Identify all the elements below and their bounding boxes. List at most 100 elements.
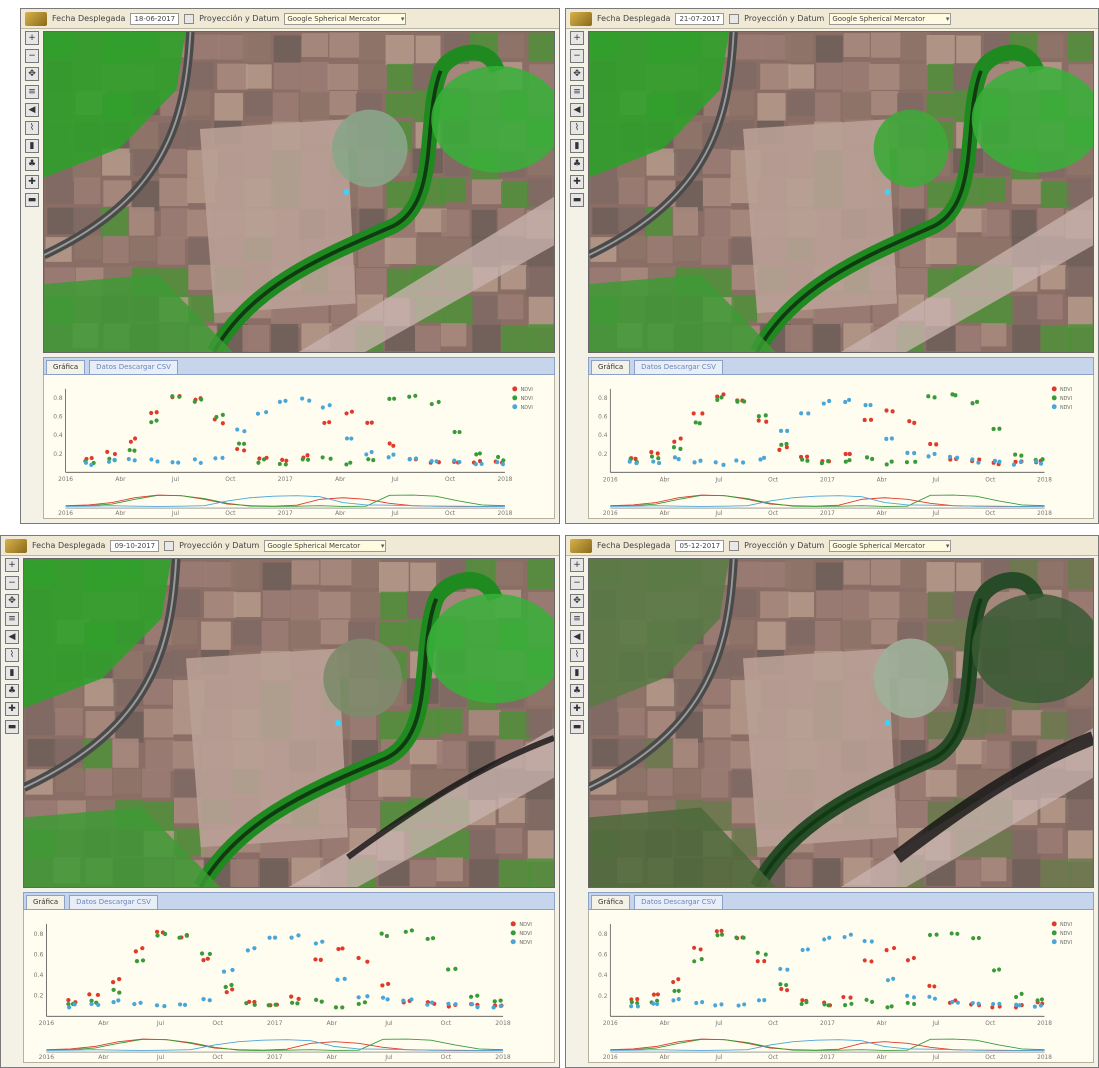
highway-lane xyxy=(44,32,192,256)
vegetation-icon[interactable]: ♣ xyxy=(25,157,39,171)
calendar-icon[interactable] xyxy=(729,13,740,24)
date-field[interactable]: 18-06-2017 xyxy=(130,12,180,25)
pan-icon[interactable]: ✥ xyxy=(570,67,584,81)
layers-icon[interactable]: ≡ xyxy=(570,85,584,99)
ndvi-point xyxy=(333,1005,339,1010)
ndvi-point xyxy=(387,441,392,446)
layers-icon[interactable]: ≡ xyxy=(570,612,584,626)
field-parcel xyxy=(472,324,501,352)
chart-tool-icon[interactable]: ▮ xyxy=(570,666,584,680)
field-parcel xyxy=(1068,324,1093,352)
export-icon[interactable]: ▬ xyxy=(570,720,584,734)
field-parcel xyxy=(788,64,815,89)
select-point-icon[interactable]: ✚ xyxy=(25,175,39,189)
ndvi-point xyxy=(379,931,384,936)
satellite-map[interactable] xyxy=(588,558,1094,888)
measure-icon[interactable]: ⌇ xyxy=(25,121,39,135)
sample-point-marker[interactable] xyxy=(884,720,891,726)
tab-chart[interactable]: Gráfica xyxy=(46,360,86,374)
measure-icon[interactable]: ⌇ xyxy=(570,121,584,135)
zoom-out-icon[interactable]: − xyxy=(5,576,19,590)
x-tick-label: 2018 xyxy=(1037,477,1052,483)
ndvi-point xyxy=(848,932,853,937)
legend-marker xyxy=(510,939,516,945)
calendar-icon[interactable] xyxy=(729,540,740,551)
date-field[interactable]: 09-10-2017 xyxy=(110,539,160,552)
field-parcel xyxy=(262,562,291,591)
select-point-icon[interactable]: ✚ xyxy=(5,702,19,716)
projection-select[interactable]: Google Spherical Mercator xyxy=(264,539,387,552)
field-parcel xyxy=(378,622,410,647)
chart-tool-icon[interactable]: ▮ xyxy=(570,139,584,153)
satellite-map[interactable] xyxy=(23,558,555,888)
field-parcel xyxy=(273,62,300,90)
projection-select[interactable]: Google Spherical Mercator xyxy=(829,539,952,552)
zoom-in-icon[interactable]: + xyxy=(570,31,584,45)
satellite-map[interactable] xyxy=(43,31,555,353)
pan-icon[interactable]: ✥ xyxy=(5,594,19,608)
back-icon[interactable]: ◀ xyxy=(5,630,19,644)
pan-icon[interactable]: ✥ xyxy=(570,594,584,608)
export-icon[interactable]: ▬ xyxy=(25,193,39,207)
layers-icon[interactable]: ≡ xyxy=(5,612,19,626)
x-tick-label: Abr xyxy=(335,477,346,483)
tab-chart[interactable]: Gráfica xyxy=(26,895,66,909)
zoom-out-icon[interactable]: − xyxy=(25,49,39,63)
ndvi-point xyxy=(928,441,933,447)
vegetation-icon[interactable]: ♣ xyxy=(5,684,19,698)
select-point-icon[interactable]: ✚ xyxy=(570,702,584,716)
calendar-icon[interactable] xyxy=(184,13,195,24)
zoom-out-icon[interactable]: − xyxy=(570,49,584,63)
y-tick-label: 0.8 xyxy=(53,396,63,402)
satellite-map[interactable] xyxy=(588,31,1094,353)
back-icon[interactable]: ◀ xyxy=(570,630,584,644)
zoom-in-icon[interactable]: + xyxy=(570,558,584,572)
tab-chart[interactable]: Gráfica xyxy=(591,360,631,374)
chart-tool-icon[interactable]: ▮ xyxy=(5,666,19,680)
ndvi-point xyxy=(822,1002,827,1007)
overview-tick-label: Abr xyxy=(335,511,346,517)
projection-label: Proyección y Datum xyxy=(179,541,260,550)
date-field[interactable]: 05-12-2017 xyxy=(675,539,725,552)
projection-select[interactable]: Google Spherical Mercator xyxy=(284,12,407,25)
date-field[interactable]: 21-07-2017 xyxy=(675,12,725,25)
ndvi-point xyxy=(990,1005,995,1010)
zoom-out-icon[interactable]: − xyxy=(570,576,584,590)
panel-header: Fecha Desplegada 21-07-2017 Proyección y… xyxy=(566,9,1098,29)
back-icon[interactable]: ◀ xyxy=(25,103,39,117)
layers-icon[interactable]: ≡ xyxy=(25,85,39,99)
select-point-icon[interactable]: ✚ xyxy=(570,175,584,189)
vegetation-icon[interactable]: ♣ xyxy=(570,157,584,171)
projection-select[interactable]: Google Spherical Mercator xyxy=(829,12,952,25)
calendar-icon[interactable] xyxy=(164,540,175,551)
highway-lane xyxy=(24,559,178,789)
zoom-in-icon[interactable]: + xyxy=(25,31,39,45)
ndvi-point xyxy=(236,441,242,446)
sample-point-marker[interactable] xyxy=(343,189,350,195)
tab-chart[interactable]: Gráfica xyxy=(591,895,631,909)
map-toolbar: + − ✥ ≡ ◀ ⌇ ▮ ♣ ✚ ▬ xyxy=(570,31,584,207)
ndvi-point xyxy=(1019,453,1024,458)
zoom-in-icon[interactable]: + xyxy=(5,558,19,572)
chart-tool-icon[interactable]: ▮ xyxy=(25,139,39,153)
pan-icon[interactable]: ✥ xyxy=(25,67,39,81)
ndvi-point xyxy=(296,933,301,938)
measure-icon[interactable]: ⌇ xyxy=(5,648,19,662)
sample-point-marker[interactable] xyxy=(884,189,891,195)
ndvi-point xyxy=(117,977,122,982)
export-icon[interactable]: ▬ xyxy=(5,720,19,734)
ndvi-point xyxy=(885,978,890,983)
vegetation-icon[interactable]: ♣ xyxy=(570,684,584,698)
ndvi-point xyxy=(492,999,497,1004)
x-tick-label: Abr xyxy=(660,1021,671,1027)
tab-data[interactable]: Datos Descargar CSV xyxy=(69,895,158,909)
overview-tick-label: Oct xyxy=(212,1054,223,1061)
measure-icon[interactable]: ⌇ xyxy=(570,648,584,662)
ndvi-point xyxy=(87,992,92,997)
tab-data[interactable]: Datos Descargar CSV xyxy=(634,360,723,374)
sample-point-marker[interactable] xyxy=(335,720,342,726)
tab-data[interactable]: Datos Descargar CSV xyxy=(634,895,723,909)
export-icon[interactable]: ▬ xyxy=(570,193,584,207)
tab-data[interactable]: Datos Descargar CSV xyxy=(89,360,178,374)
back-icon[interactable]: ◀ xyxy=(570,103,584,117)
